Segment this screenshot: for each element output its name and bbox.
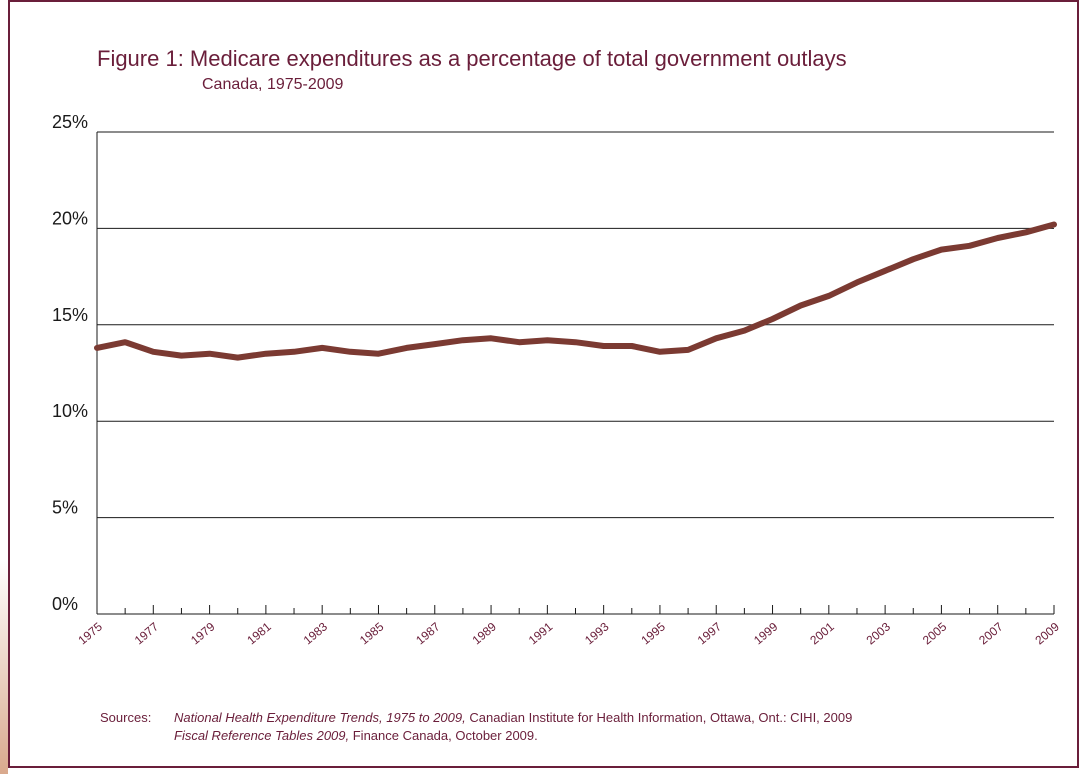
sources-note: Sources: National Health Expenditure Tren… [100, 709, 1070, 745]
y-tick-label: 25% [52, 112, 88, 132]
series-line [94, 221, 1057, 361]
x-axis-labels: 1975 1977 1979 1981 1983 1985 1987 1989 1991 1993… [75, 619, 1062, 647]
x-tick-label: 1975 [75, 619, 105, 647]
x-tick-label: 1981 [244, 619, 274, 647]
y-tick-label: 20% [52, 208, 88, 228]
x-tick-label: 1989 [470, 619, 500, 647]
x-tick-label: 2005 [920, 619, 950, 647]
x-tick-label: 2003 [864, 619, 894, 647]
x-tick-label: 2009 [1032, 619, 1062, 647]
x-tick-label: 1995 [638, 619, 668, 647]
gridlines [96, 131, 1054, 615]
y-axis-labels: 25% 20% 15% 10% 5% 0% [52, 112, 88, 614]
x-tick-label: 1983 [301, 619, 331, 647]
y-tick-label: 5% [52, 498, 78, 518]
chart-title: Figure 1: Medicare expenditures as a per… [97, 46, 847, 71]
x-tick-label: 1999 [751, 619, 781, 647]
x-tick-label: 1977 [132, 619, 162, 647]
x-tick-label: 1997 [695, 619, 725, 647]
y-tick-label: 10% [52, 401, 88, 421]
source-2-title: Fiscal Reference Tables 2009, [174, 728, 350, 743]
chart-subtitle: Canada, 1975-2009 [202, 76, 344, 93]
x-tick-label: 1987 [413, 619, 443, 647]
x-tick-label: 2001 [807, 619, 837, 647]
left-accent-bar [0, 560, 8, 774]
source-1-title: National Health Expenditure Trends, 1975… [174, 710, 466, 725]
x-tick-label: 1993 [582, 619, 612, 647]
series-group [94, 221, 1057, 361]
source-2-detail: Finance Canada, October 2009. [349, 728, 538, 743]
sources-label: Sources: [100, 710, 152, 725]
y-tick-label: 0% [52, 594, 78, 614]
x-tick-label: 1979 [188, 619, 218, 647]
x-tick-label: 1991 [526, 619, 556, 647]
x-axis [96, 605, 1055, 614]
figure-frame [8, 0, 1079, 768]
x-tick-label: 2007 [976, 619, 1006, 647]
x-tick-label: 1985 [357, 619, 387, 647]
y-tick-label: 15% [52, 305, 88, 325]
source-1-detail: Canadian Institute for Health Informatio… [465, 710, 853, 725]
